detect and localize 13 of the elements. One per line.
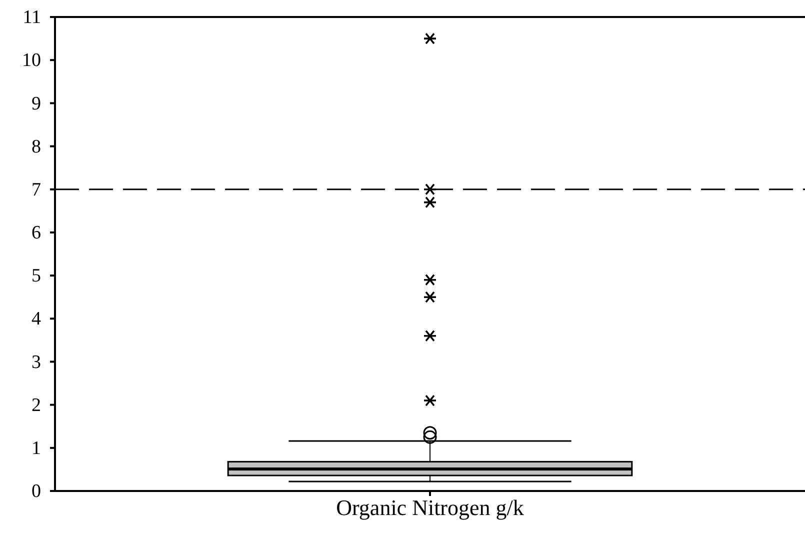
y-tick-label: 4: [32, 308, 42, 330]
y-tick-label: 2: [32, 394, 41, 416]
y-tick-label: 11: [22, 7, 41, 28]
x-tick-label: Organic Nitrogen g/k: [336, 495, 524, 520]
y-tick-label: 1: [32, 438, 41, 459]
y-tick-label: 10: [22, 50, 41, 72]
y-tick-label: 6: [32, 222, 41, 244]
y-tick-label: 7: [32, 179, 41, 200]
y-tick-label: 8: [32, 136, 41, 158]
y-tick-label: 0: [32, 481, 41, 502]
y-tick-label: 9: [32, 93, 41, 114]
y-tick-label: 3: [32, 352, 41, 373]
y-tick-label: 5: [32, 266, 41, 287]
